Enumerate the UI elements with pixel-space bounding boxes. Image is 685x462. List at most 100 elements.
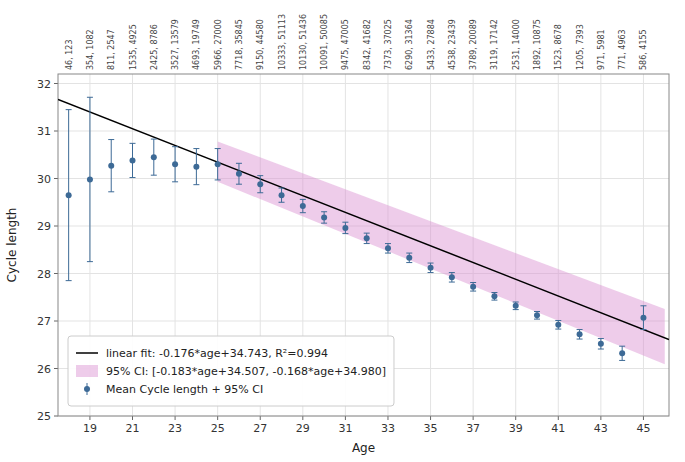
error-bar [172, 147, 178, 182]
error-bar [342, 222, 348, 233]
mean-point [300, 203, 306, 209]
fit-line [58, 100, 669, 340]
error-bar [619, 346, 625, 360]
x-tick [260, 416, 261, 420]
x-tick-label: 23 [168, 422, 182, 435]
x-axis-label: Age [352, 441, 375, 455]
error-bar [151, 139, 157, 175]
error-bar [428, 263, 434, 273]
error-bar [279, 188, 285, 202]
x-tick-label: 29 [296, 422, 310, 435]
mean-point [236, 171, 242, 177]
x-tick [175, 416, 176, 420]
annotation: 8342, 41682 [363, 19, 372, 70]
mean-point [428, 265, 434, 271]
y-tick [54, 321, 58, 322]
annotation: 5966, 27000 [214, 19, 223, 70]
annotation: 586, 4155 [639, 29, 648, 70]
mean-point [215, 161, 221, 167]
annotation: 6290, 31364 [405, 19, 414, 70]
annotation: 1205, 7393 [576, 24, 585, 70]
mean-point [87, 176, 93, 182]
error-bar [257, 176, 263, 193]
mean-point [555, 322, 561, 328]
error-bar [449, 273, 455, 283]
y-tick-label: 27 [37, 315, 51, 328]
x-tick [345, 416, 346, 420]
mean-point [279, 192, 285, 198]
error-bar [364, 233, 370, 243]
annotation: 7373, 37025 [384, 19, 393, 70]
x-tick [430, 416, 431, 420]
x-grid-line [600, 74, 601, 416]
annotation: 10091, 50085 [320, 14, 329, 70]
x-tick-label: 33 [381, 422, 395, 435]
mean-point [598, 341, 604, 347]
legend-box [68, 336, 394, 406]
x-grid-line [643, 74, 644, 416]
error-bar [577, 330, 583, 340]
mean-point [619, 350, 625, 356]
mean-point [640, 315, 646, 321]
x-tick [515, 416, 516, 420]
annotation: 971, 5981 [597, 29, 606, 70]
mean-point [172, 161, 178, 167]
x-grid-line [515, 74, 516, 416]
legend-label: 95% CI: [-0.183*age+34.507, -0.168*age+3… [106, 365, 386, 378]
legend-swatch [76, 352, 98, 354]
legend-swatch [76, 365, 98, 377]
y-tick [54, 226, 58, 227]
y-tick [54, 416, 58, 417]
x-grid-line [558, 74, 559, 416]
mean-point [321, 214, 327, 220]
y-tick [54, 178, 58, 179]
mean-point [513, 303, 519, 309]
error-bar [108, 140, 114, 192]
legend-label: linear fit: -0.176*age+34.743, R²=0.994 [106, 347, 328, 360]
error-bar [470, 283, 476, 292]
y-tick [54, 83, 58, 84]
mean-point [449, 274, 455, 280]
mean-point [193, 164, 199, 170]
error-bar [534, 312, 540, 320]
x-tick-label: 19 [83, 422, 97, 435]
plot-area [58, 74, 669, 416]
annotation: 7718, 35845 [235, 19, 244, 70]
y-tick [54, 368, 58, 369]
mean-point [342, 225, 348, 231]
annotation: 3527, 13579 [171, 19, 180, 70]
error-bar [300, 199, 306, 212]
error-bar [491, 293, 497, 301]
annotation: 9150, 44580 [256, 19, 265, 70]
annotation: 4538, 23439 [448, 19, 457, 70]
annotation: 354, 1082 [86, 29, 95, 70]
x-tick-label: 27 [253, 422, 267, 435]
error-bar [130, 143, 136, 177]
y-grid-line [58, 83, 669, 84]
x-tick-label: 43 [594, 422, 608, 435]
mean-point [364, 235, 370, 241]
y-tick-label: 25 [37, 410, 51, 423]
mean-point [66, 192, 72, 198]
x-tick-label: 31 [338, 422, 352, 435]
x-tick [302, 416, 303, 420]
x-tick [132, 416, 133, 420]
ci-band [218, 141, 665, 364]
annotation: 2425, 8786 [150, 24, 159, 70]
mean-point [151, 154, 157, 160]
error-bar [215, 149, 221, 180]
error-bar [640, 306, 646, 330]
y-tick-label: 29 [37, 220, 51, 233]
grid [58, 74, 669, 416]
x-tick-label: 39 [509, 422, 523, 435]
x-tick [89, 416, 90, 420]
annotation: 5433, 27884 [427, 19, 436, 70]
annotation: 4693, 19749 [192, 19, 201, 70]
error-bar [598, 339, 604, 349]
x-tick [558, 416, 559, 420]
y-tick [54, 273, 58, 274]
annotation: 10333, 51113 [278, 14, 287, 70]
x-tick-label: 35 [424, 422, 438, 435]
y-tick-label: 32 [37, 78, 51, 91]
mean-point [534, 312, 540, 318]
